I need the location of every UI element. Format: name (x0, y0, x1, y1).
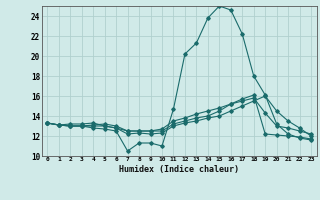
X-axis label: Humidex (Indice chaleur): Humidex (Indice chaleur) (119, 165, 239, 174)
